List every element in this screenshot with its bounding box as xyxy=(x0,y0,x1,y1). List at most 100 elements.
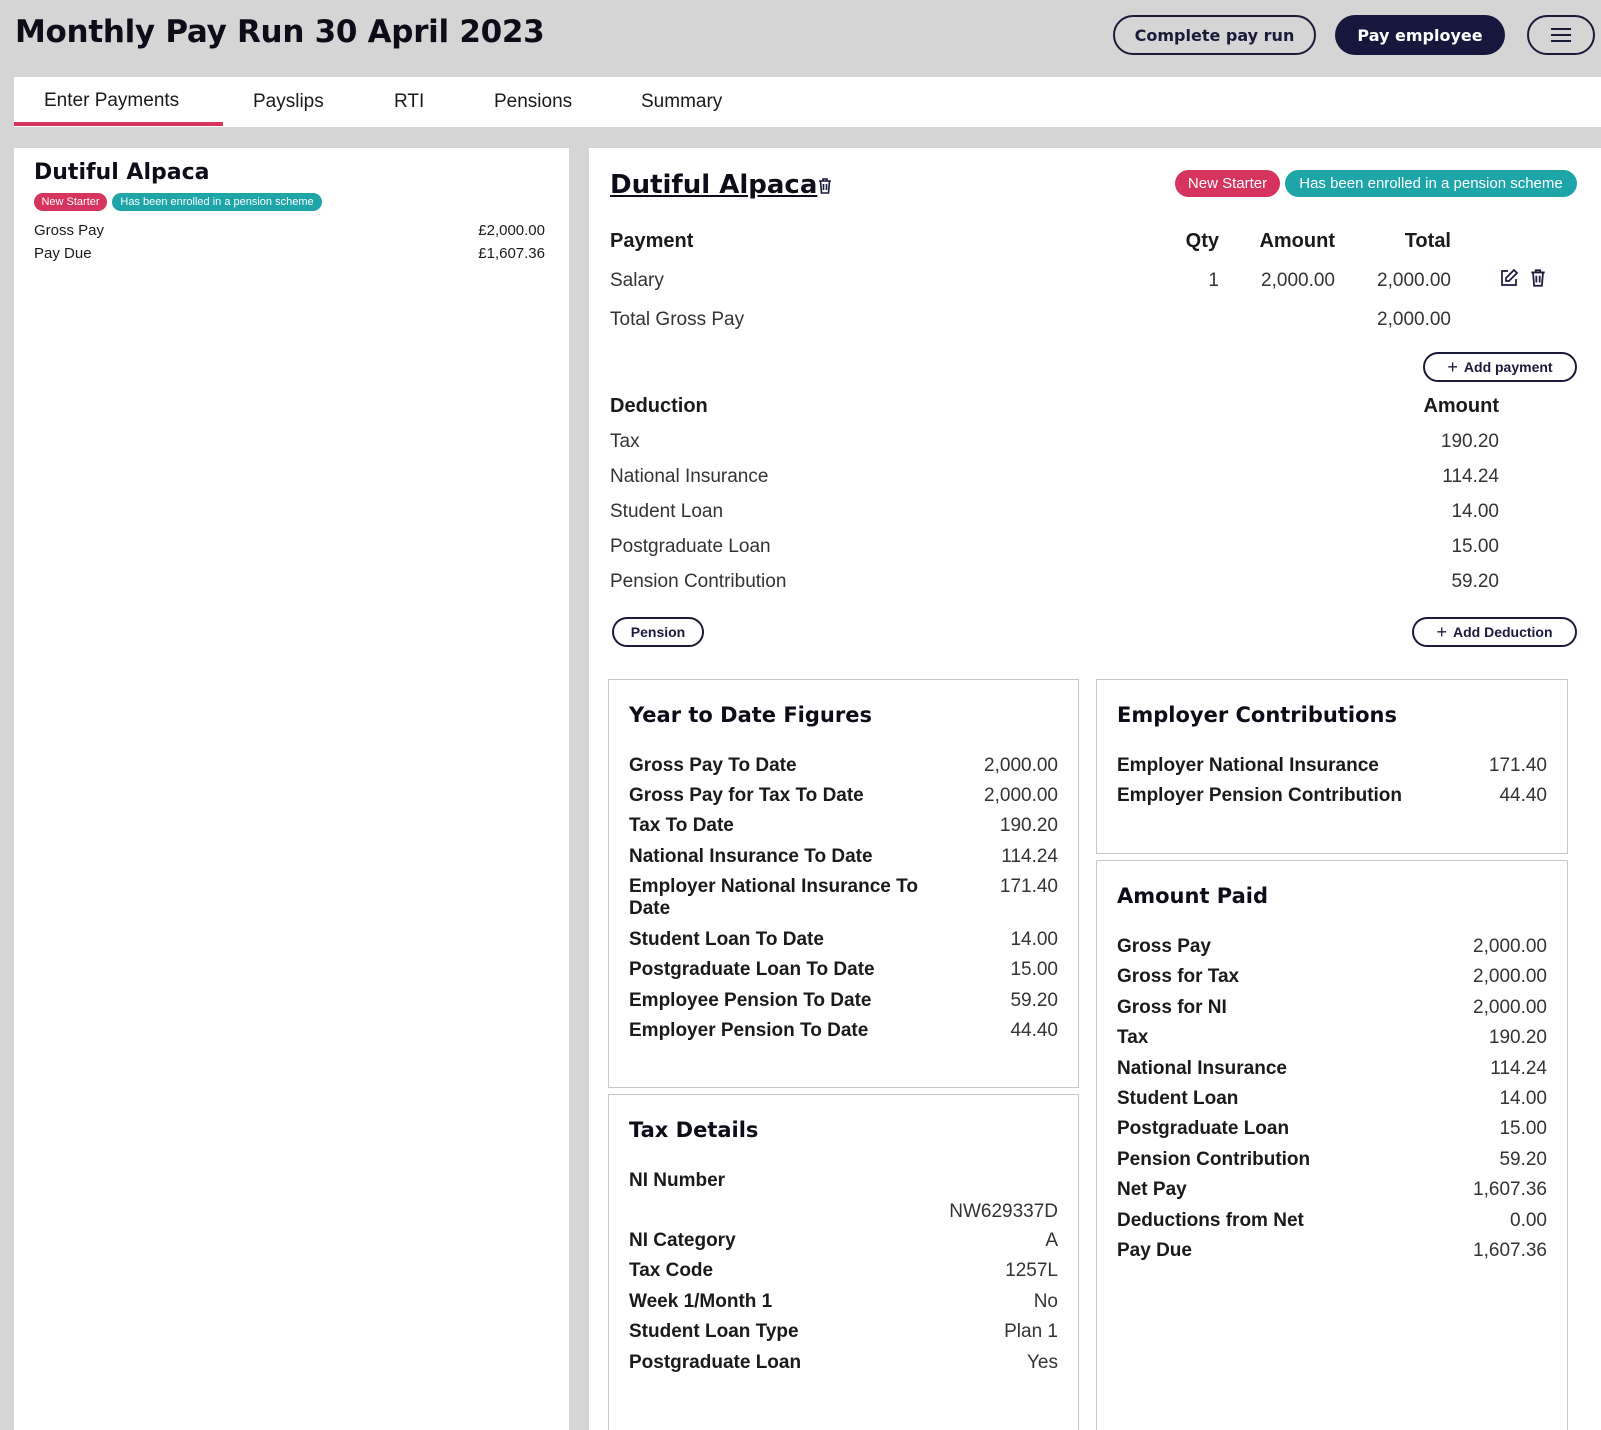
paid-label: Pay Due xyxy=(1117,1240,1192,1261)
tax-details-card: Tax Details NI Number NW629337D NI Catego… xyxy=(608,1094,1079,1430)
plus-icon: + xyxy=(1447,356,1458,377)
delete-employee-trash-icon[interactable] xyxy=(817,177,833,200)
deduction-name: Student Loan xyxy=(610,501,724,522)
tab-summary[interactable]: Summary xyxy=(641,91,723,112)
add-payment-label: Add payment xyxy=(1463,359,1553,375)
deduction-amount: 114.24 xyxy=(1442,466,1499,487)
total-gross-pay-value: 2,000.00 xyxy=(1377,309,1451,330)
paid-label: Gross Pay xyxy=(1117,936,1211,957)
paid-label: Student Loan xyxy=(1117,1088,1239,1109)
employee-name-link[interactable]: Dutiful Alpaca xyxy=(610,170,818,200)
amount-paid-card: Amount Paid Gross Pay 2,000.00 Gross for … xyxy=(1096,860,1568,1430)
ytd-value: 114.24 xyxy=(1001,846,1058,867)
pay-employee-button[interactable]: Pay employee xyxy=(1335,15,1505,55)
ytd-value: 14.00 xyxy=(1010,929,1058,950)
tab-payslips[interactable]: Payslips xyxy=(253,91,324,112)
ytd-figures-card: Year to Date Figures Gross Pay To Date 2,… xyxy=(608,679,1079,1088)
employer-value: 171.40 xyxy=(1488,755,1547,776)
ytd-value: 15.00 xyxy=(1010,959,1058,980)
pension-button[interactable]: Pension xyxy=(612,617,704,647)
tax-label: NI Number xyxy=(629,1170,726,1191)
employer-label: Employer Pension Contribution xyxy=(1117,785,1403,806)
qty-column-header: Qty xyxy=(1185,230,1219,252)
payment-qty: 1 xyxy=(1208,270,1219,291)
ytd-label: National Insurance To Date xyxy=(629,846,873,867)
paid-label: Postgraduate Loan xyxy=(1117,1118,1290,1139)
plus-icon: + xyxy=(1436,621,1447,642)
delete-payment-trash-icon[interactable] xyxy=(1529,268,1547,293)
header: Monthly Pay Run 30 April 2023 Complete p… xyxy=(0,0,1601,76)
ytd-value: 2,000.00 xyxy=(984,785,1058,806)
deduction-name: National Insurance xyxy=(610,466,769,487)
ytd-value: 59.20 xyxy=(1010,990,1058,1011)
employer-value: 44.40 xyxy=(1499,785,1547,806)
tab-bar: Enter Payments Payslips RTI Pensions Sum… xyxy=(14,77,1601,127)
ytd-label: Gross Pay To Date xyxy=(629,755,797,776)
hamburger-icon xyxy=(1551,28,1571,42)
new-starter-badge: New Starter xyxy=(34,193,107,211)
paid-value: 114.24 xyxy=(1490,1058,1547,1079)
ytd-label: Gross Pay for Tax To Date xyxy=(629,785,864,806)
paid-label: Pension Contribution xyxy=(1117,1149,1311,1170)
tax-label: Tax Code xyxy=(629,1260,714,1281)
employee-detail-panel: Dutiful Alpaca New Starter Has been enro… xyxy=(589,148,1601,1430)
ytd-label: Tax To Date xyxy=(629,815,734,836)
paid-value: 2,000.00 xyxy=(1473,997,1547,1018)
amount-column-header: Amount xyxy=(1259,230,1335,252)
deduction-amount: 190.20 xyxy=(1440,431,1499,452)
ytd-value: 2,000.00 xyxy=(984,755,1058,776)
paid-label: Gross for NI xyxy=(1117,997,1227,1018)
payment-amount: 2,000.00 xyxy=(1261,270,1335,291)
tax-label: NI Category xyxy=(629,1230,736,1251)
paid-value: 2,000.00 xyxy=(1473,966,1547,987)
tax-value: No xyxy=(1033,1291,1058,1312)
add-deduction-button[interactable]: + Add Deduction xyxy=(1412,617,1577,647)
tax-label: Week 1/Month 1 xyxy=(629,1291,773,1312)
tab-pensions[interactable]: Pensions xyxy=(494,91,573,112)
pension-enrolled-badge: Has been enrolled in a pension scheme xyxy=(112,193,322,211)
paid-value: 2,000.00 xyxy=(1473,936,1547,957)
paid-value: 14.00 xyxy=(1499,1088,1547,1109)
paid-value: 190.20 xyxy=(1488,1027,1547,1048)
ytd-value: 171.40 xyxy=(999,876,1058,897)
tax-value: A xyxy=(1045,1230,1058,1251)
deduction-name: Pension Contribution xyxy=(610,571,787,592)
paid-value: 15.00 xyxy=(1499,1118,1547,1139)
active-tab-indicator xyxy=(14,122,223,126)
paid-label: Gross for Tax xyxy=(1117,966,1240,987)
gross-pay-value: £2,000.00 xyxy=(478,222,545,239)
employer-label: Employer National Insurance xyxy=(1117,755,1379,776)
paid-label: Tax xyxy=(1117,1027,1149,1048)
tax-value: NW629337D xyxy=(949,1201,1058,1222)
tab-rti[interactable]: RTI xyxy=(394,91,425,112)
menu-button[interactable] xyxy=(1527,15,1595,55)
payment-total: 2,000.00 xyxy=(1377,270,1451,291)
add-payment-button[interactable]: + Add payment xyxy=(1423,352,1577,382)
paid-label: Net Pay xyxy=(1117,1179,1187,1200)
deduction-amount-column-header: Amount xyxy=(1423,395,1499,417)
pay-due-value: £1,607.36 xyxy=(478,245,545,262)
add-deduction-label: Add Deduction xyxy=(1452,624,1553,640)
ytd-label: Student Loan To Date xyxy=(629,929,824,950)
paid-label: Deductions from Net xyxy=(1117,1210,1304,1231)
paid-label: National Insurance xyxy=(1117,1058,1287,1079)
ytd-label: Employer National Insurance To Date xyxy=(629,876,918,919)
pension-enrolled-badge: Has been enrolled in a pension scheme xyxy=(1285,170,1577,197)
edit-icon[interactable] xyxy=(1499,268,1519,293)
tax-value: Plan 1 xyxy=(1004,1321,1058,1342)
ytd-label: Employer Pension To Date xyxy=(629,1020,869,1041)
tab-enter-payments[interactable]: Enter Payments xyxy=(44,90,180,111)
paid-value: 1,607.36 xyxy=(1473,1179,1547,1200)
amount-paid-title: Amount Paid xyxy=(1117,884,1269,908)
tax-value: 1257L xyxy=(1005,1260,1058,1281)
ytd-title: Year to Date Figures xyxy=(629,703,872,727)
ytd-label: Employee Pension To Date xyxy=(629,990,872,1011)
complete-pay-run-button[interactable]: Complete pay run xyxy=(1113,15,1316,55)
paid-value: 59.20 xyxy=(1499,1149,1547,1170)
deduction-column-header: Deduction xyxy=(610,395,708,417)
deduction-amount: 15.00 xyxy=(1451,536,1499,557)
deduction-name: Postgraduate Loan xyxy=(610,536,771,557)
tax-value: Yes xyxy=(1027,1352,1058,1373)
employee-list-panel: Dutiful Alpaca New Starter Has been enro… xyxy=(14,148,569,1430)
ytd-label: Postgraduate Loan To Date xyxy=(629,959,875,980)
